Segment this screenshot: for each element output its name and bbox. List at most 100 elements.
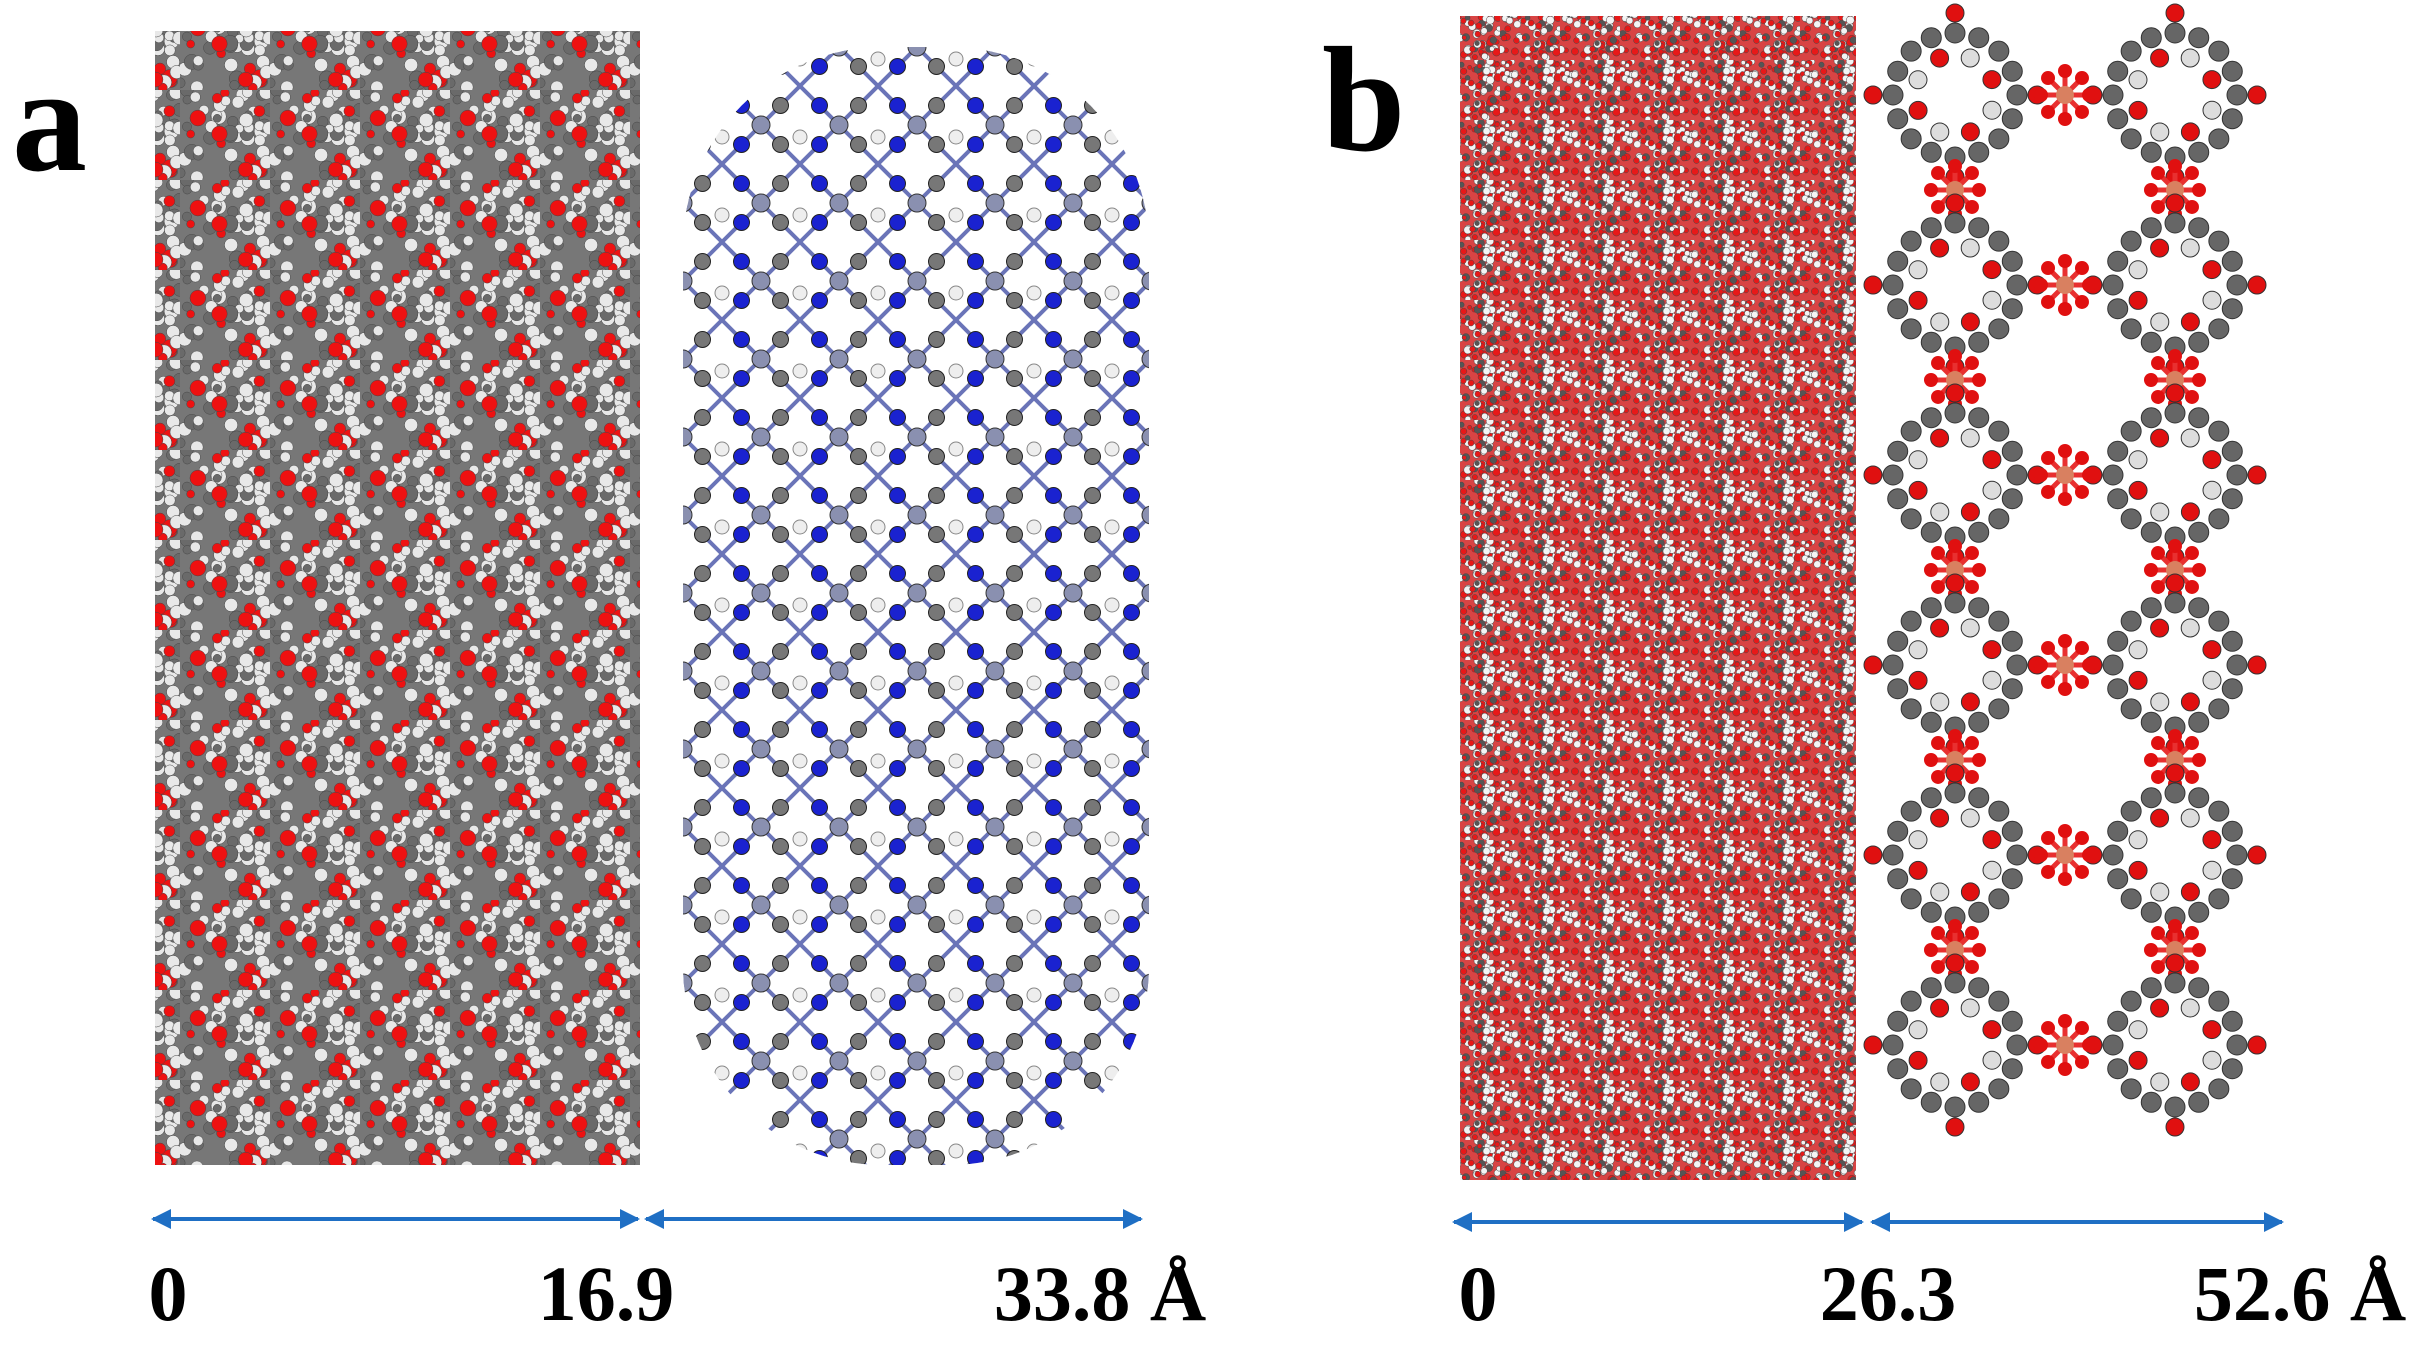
atom	[714, 363, 730, 379]
atom	[1960, 48, 1980, 68]
atom	[1123, 526, 1140, 543]
atom	[2151, 356, 2166, 371]
atom	[907, 1129, 927, 1149]
atom	[792, 597, 808, 613]
atom	[2056, 1036, 2074, 1054]
atom	[714, 1065, 730, 1081]
atom	[2208, 508, 2230, 530]
atom	[2120, 888, 2142, 910]
atom	[714, 831, 730, 847]
atom	[850, 1111, 867, 1128]
atom	[2226, 84, 2248, 106]
atom	[772, 292, 789, 309]
atom	[2074, 1021, 2089, 1036]
bond	[993, 825, 1075, 907]
atom	[1968, 597, 1990, 619]
atom	[1063, 349, 1083, 369]
atom	[1141, 1051, 1149, 1071]
atom	[2074, 831, 2089, 846]
atom	[1920, 521, 1942, 543]
atom	[1964, 959, 1979, 974]
atom	[683, 1051, 693, 1071]
bond	[993, 903, 1075, 985]
atom	[1930, 808, 1950, 828]
atom	[1960, 122, 1980, 142]
panel-label: b	[1322, 17, 1405, 183]
atom	[683, 1129, 693, 1149]
atom	[1964, 926, 1979, 941]
atom	[683, 47, 693, 57]
atom	[1063, 193, 1083, 213]
atom	[1183, 442, 1197, 456]
atom	[1988, 610, 2010, 632]
atom	[928, 409, 945, 426]
atom	[2221, 108, 2243, 130]
atom	[1163, 215, 1179, 231]
bond	[1071, 357, 1149, 439]
atom	[1931, 579, 1946, 594]
atom	[967, 1111, 984, 1128]
atom	[2120, 800, 2142, 822]
atom	[1960, 312, 1980, 332]
atom	[1123, 448, 1140, 465]
liquid-box	[155, 31, 640, 1165]
atom	[1964, 389, 1979, 404]
atom	[2058, 634, 2072, 648]
atom	[929, 1190, 945, 1206]
atom	[772, 331, 789, 348]
atom	[1944, 972, 1966, 994]
atom	[2221, 630, 2243, 652]
atom	[1964, 166, 1979, 181]
atom	[751, 1051, 771, 1071]
atom	[2151, 579, 2166, 594]
bond	[837, 981, 919, 1063]
atom	[2166, 181, 2184, 199]
atom	[967, 955, 984, 972]
bond	[683, 1137, 763, 1165]
atom	[1968, 1091, 1990, 1113]
bond	[1151, 203, 1229, 281]
atom	[2180, 238, 2200, 258]
atom	[1946, 181, 1964, 199]
atom	[948, 909, 964, 925]
atom	[2001, 1010, 2023, 1032]
atom	[1887, 60, 1909, 82]
bond	[837, 1137, 919, 1165]
atom	[2202, 1020, 2222, 1040]
atom	[1026, 831, 1042, 847]
atom	[1084, 760, 1101, 777]
atom	[2221, 1010, 2243, 1032]
atom	[985, 661, 1005, 681]
atom	[2202, 450, 2222, 470]
atom	[1123, 214, 1140, 231]
atom	[850, 175, 867, 192]
atom	[985, 1129, 1005, 1149]
atom	[1202, 956, 1218, 972]
atom	[1006, 955, 1023, 972]
atom	[1104, 753, 1120, 769]
atom	[1141, 661, 1149, 681]
atom	[1930, 692, 1950, 712]
atom	[1183, 832, 1197, 846]
atom	[2074, 1054, 2089, 1069]
atom	[1964, 546, 1979, 561]
atom	[772, 1150, 789, 1165]
atom	[2164, 402, 2186, 424]
atom	[2082, 1038, 2096, 1052]
atom	[1084, 292, 1101, 309]
atom	[985, 47, 1005, 57]
atom	[1202, 488, 1218, 504]
atom	[2247, 845, 2267, 865]
atom	[889, 526, 906, 543]
atom	[1006, 838, 1023, 855]
atom	[829, 583, 849, 603]
atom	[948, 441, 964, 457]
atom	[1026, 441, 1042, 457]
atom	[1123, 409, 1140, 426]
atom	[967, 721, 984, 738]
atom	[2128, 640, 2148, 660]
atom	[1972, 373, 1986, 387]
atom	[733, 604, 750, 621]
atom	[1123, 136, 1140, 153]
atom	[1900, 888, 1922, 910]
